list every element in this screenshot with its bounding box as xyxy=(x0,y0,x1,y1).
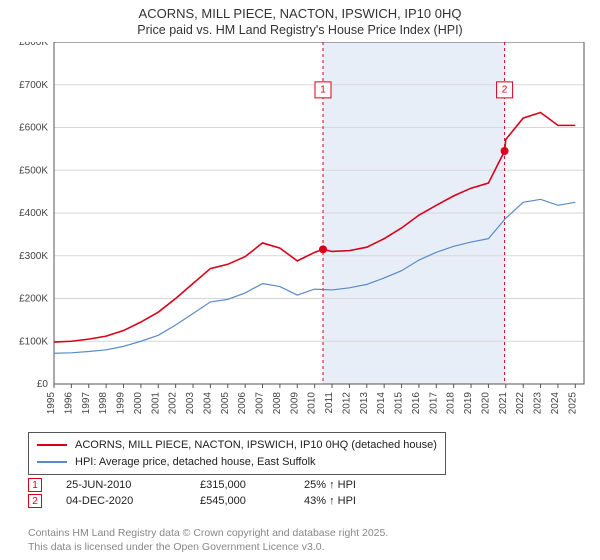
svg-text:1996: 1996 xyxy=(63,392,74,415)
chart-subtitle: Price paid vs. HM Land Registry's House … xyxy=(10,23,590,37)
event-pct: 25% ↑ HPI xyxy=(304,479,356,491)
legend-item: HPI: Average price, detached house, East… xyxy=(37,454,437,471)
svg-text:2017: 2017 xyxy=(428,392,439,415)
svg-text:£300K: £300K xyxy=(19,251,48,262)
svg-text:2021: 2021 xyxy=(498,392,509,415)
svg-text:2018: 2018 xyxy=(446,392,457,415)
svg-text:2005: 2005 xyxy=(220,392,231,415)
svg-text:2015: 2015 xyxy=(394,392,405,415)
svg-text:2: 2 xyxy=(502,84,508,95)
svg-text:£600K: £600K xyxy=(19,123,48,134)
svg-text:£500K: £500K xyxy=(19,165,48,176)
svg-text:2023: 2023 xyxy=(533,392,544,415)
svg-text:£200K: £200K xyxy=(19,294,48,305)
plot-area: £0 £100K £200K £300K £400K £500K £600K £700K £80… xyxy=(0,42,600,422)
chart-figure: ACORNS, MILL PIECE, NACTON, IPSWICH, IP1… xyxy=(0,0,600,560)
svg-text:£100K: £100K xyxy=(19,336,48,347)
svg-text:2014: 2014 xyxy=(376,392,387,415)
svg-text:2010: 2010 xyxy=(307,392,318,415)
legend-item: ACORNS, MILL PIECE, NACTON, IPSWICH, IP1… xyxy=(37,437,437,454)
legend-label: ACORNS, MILL PIECE, NACTON, IPSWICH, IP1… xyxy=(75,437,437,454)
title-block: ACORNS, MILL PIECE, NACTON, IPSWICH, IP1… xyxy=(0,0,600,39)
event-row: 2 04-DEC-2020 £545,000 43% ↑ HPI xyxy=(28,494,356,508)
svg-text:1999: 1999 xyxy=(116,392,127,415)
svg-text:£800K: £800K xyxy=(19,42,48,48)
svg-text:2007: 2007 xyxy=(255,392,266,415)
svg-text:2006: 2006 xyxy=(237,392,248,415)
footnote-line-1: Contains HM Land Registry data © Crown c… xyxy=(28,526,388,540)
svg-text:2012: 2012 xyxy=(341,392,352,415)
event-pct: 43% ↑ HPI xyxy=(304,495,356,507)
sale-events: 1 25-JUN-2010 £315,000 25% ↑ HPI 2 04-DEC-202… xyxy=(28,478,356,510)
chart-svg: £0 £100K £200K £300K £400K £500K £600K £700K £80… xyxy=(0,42,600,422)
svg-text:£400K: £400K xyxy=(19,208,48,219)
event-price: £315,000 xyxy=(200,479,280,491)
svg-text:2004: 2004 xyxy=(202,392,213,415)
svg-text:1: 1 xyxy=(320,84,326,95)
chart-title: ACORNS, MILL PIECE, NACTON, IPSWICH, IP1… xyxy=(10,6,590,21)
svg-text:2000: 2000 xyxy=(133,392,144,415)
svg-text:2025: 2025 xyxy=(567,392,578,415)
event-marker: 1 xyxy=(28,478,42,492)
svg-text:2024: 2024 xyxy=(550,392,561,415)
footnote: Contains HM Land Registry data © Crown c… xyxy=(28,526,388,554)
legend: ACORNS, MILL PIECE, NACTON, IPSWICH, IP1… xyxy=(28,432,446,475)
svg-text:1998: 1998 xyxy=(98,392,109,415)
event-date: 25-JUN-2010 xyxy=(66,479,176,491)
legend-label: HPI: Average price, detached house, East… xyxy=(75,454,316,471)
svg-text:£700K: £700K xyxy=(19,80,48,91)
svg-text:2001: 2001 xyxy=(150,392,161,415)
svg-text:2011: 2011 xyxy=(324,392,335,414)
footnote-line-2: This data is licensed under the Open Gov… xyxy=(28,540,388,554)
svg-text:2020: 2020 xyxy=(480,392,491,415)
svg-text:1995: 1995 xyxy=(46,392,57,415)
svg-text:2013: 2013 xyxy=(359,392,370,415)
svg-text:2003: 2003 xyxy=(185,392,196,415)
event-marker: 2 xyxy=(28,494,42,508)
event-date: 04-DEC-2020 xyxy=(66,495,176,507)
svg-text:1997: 1997 xyxy=(81,392,92,415)
svg-text:2019: 2019 xyxy=(463,392,474,415)
svg-text:2009: 2009 xyxy=(289,392,300,415)
event-row: 1 25-JUN-2010 £315,000 25% ↑ HPI xyxy=(28,478,356,492)
svg-text:2022: 2022 xyxy=(515,392,526,415)
svg-text:2002: 2002 xyxy=(168,392,179,415)
svg-text:2016: 2016 xyxy=(411,392,422,415)
legend-swatch xyxy=(37,444,67,446)
svg-text:£0: £0 xyxy=(37,379,49,390)
svg-text:2008: 2008 xyxy=(272,392,283,415)
legend-swatch xyxy=(37,461,67,463)
event-price: £545,000 xyxy=(200,495,280,507)
